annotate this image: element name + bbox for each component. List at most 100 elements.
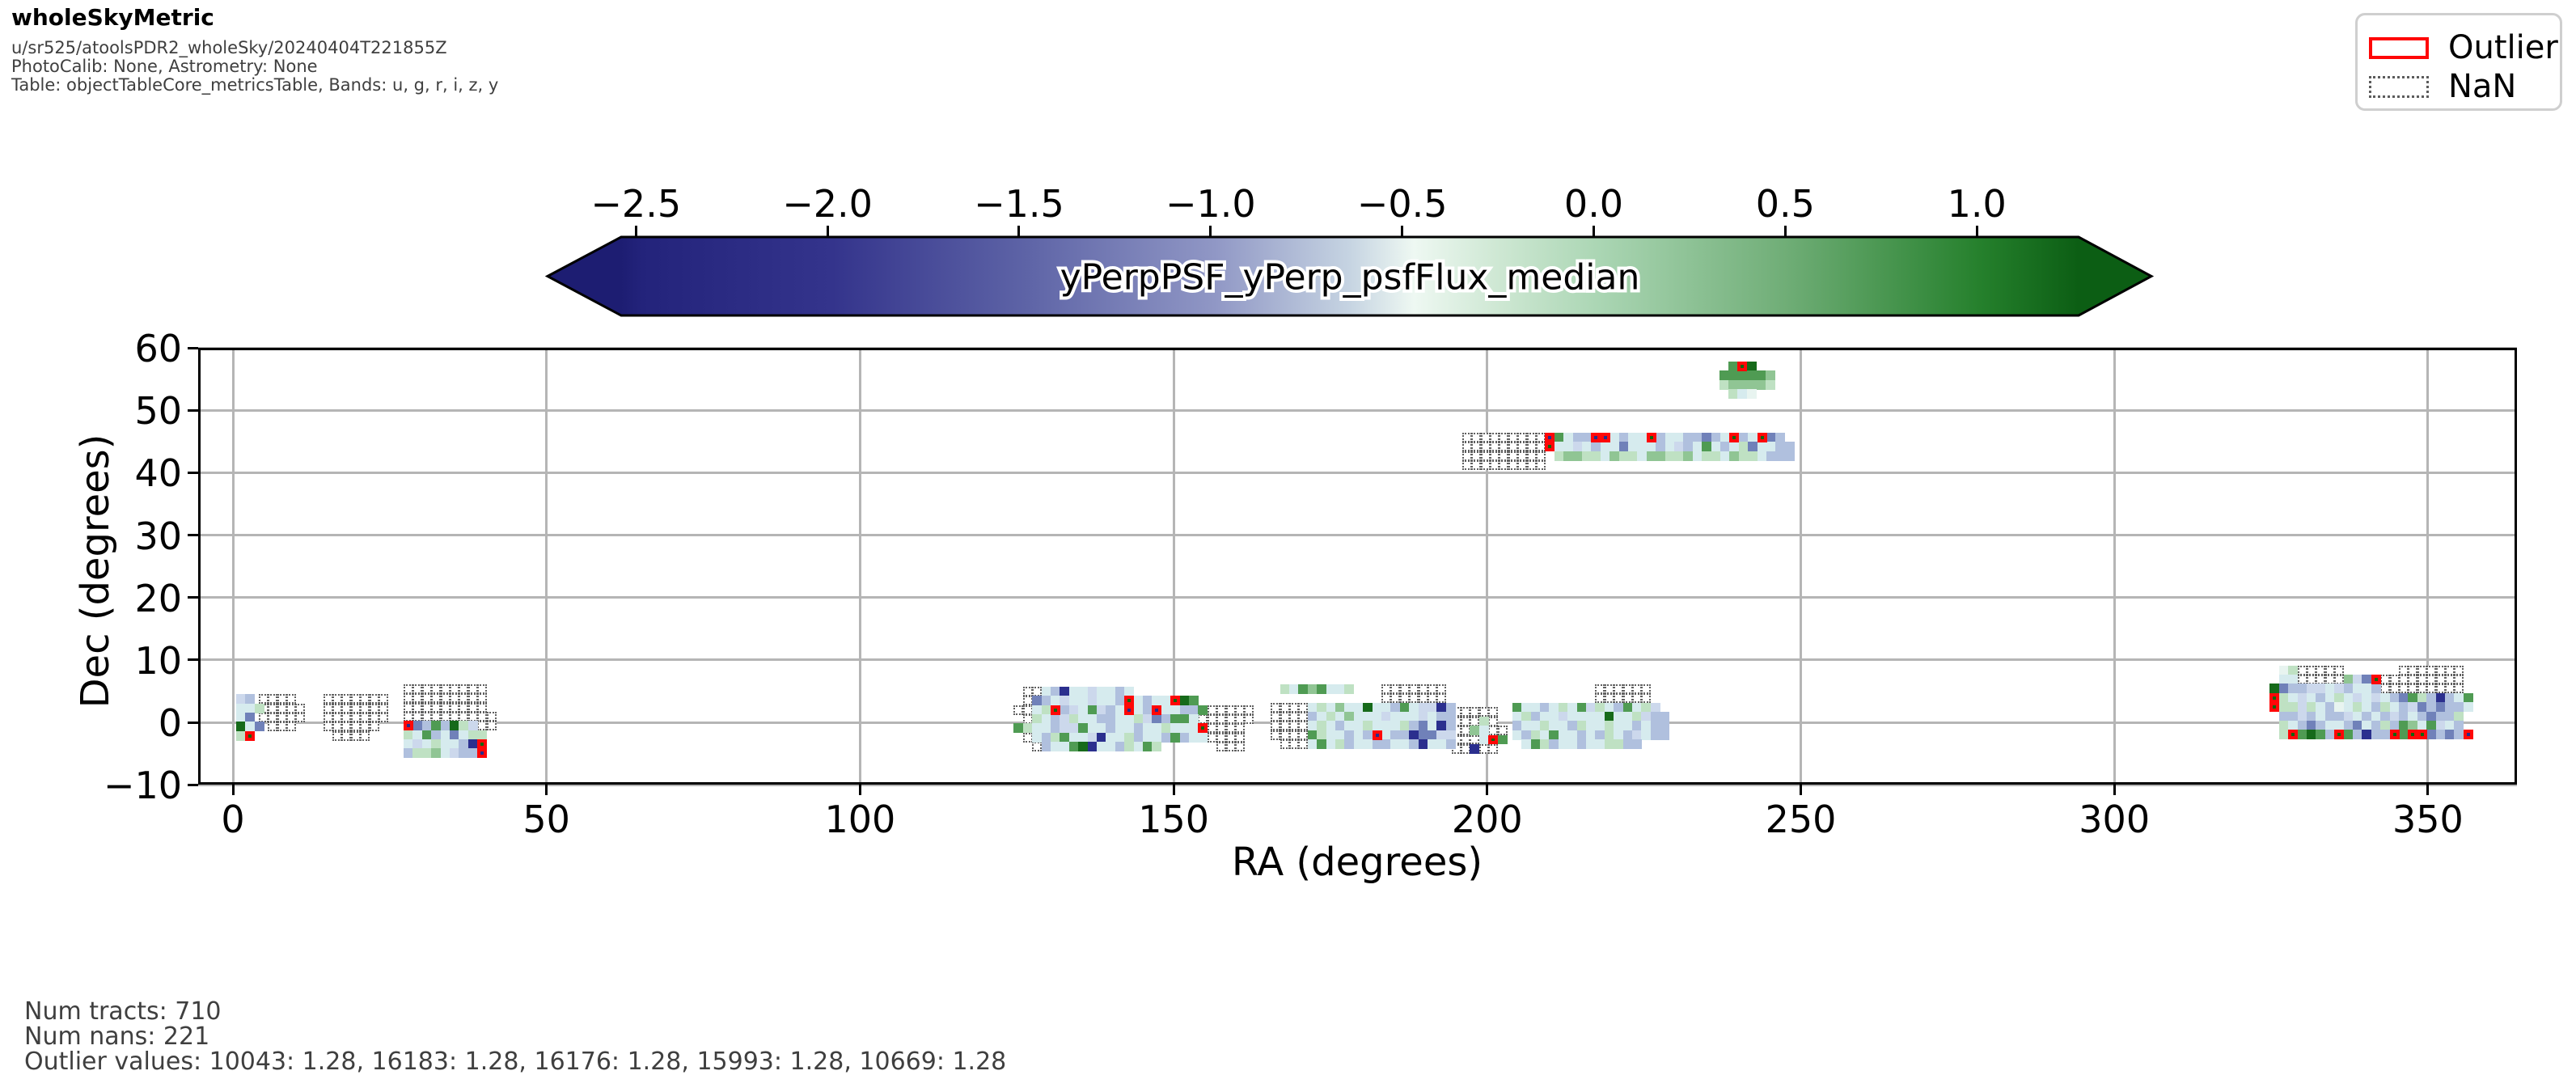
tract-cell bbox=[1399, 739, 1410, 749]
tract-cell bbox=[2343, 730, 2354, 740]
nan-tract-cell bbox=[1032, 742, 1043, 751]
tract-cell bbox=[2343, 675, 2354, 685]
x-tick-label: 300 bbox=[2079, 798, 2151, 841]
nan-tract-cell bbox=[1497, 726, 1508, 736]
nan-tract-cell bbox=[286, 703, 296, 713]
outlier-tract-cell bbox=[403, 721, 413, 731]
tract-cell bbox=[1637, 451, 1648, 461]
nan-tract-cell bbox=[1225, 714, 1236, 724]
nan-tract-cell bbox=[1471, 433, 1482, 442]
x-tick-mark bbox=[231, 785, 235, 795]
nan-tract-cell bbox=[449, 684, 459, 694]
tract-cell bbox=[1650, 711, 1660, 722]
x-tick-label: 100 bbox=[824, 798, 896, 841]
nan-tract-cell bbox=[332, 730, 343, 741]
tract-cell bbox=[1060, 705, 1070, 715]
nan-tract-cell bbox=[1234, 732, 1245, 743]
tract-cell bbox=[1106, 696, 1116, 706]
colorbar-tick-label: −2.0 bbox=[782, 182, 873, 226]
tract-cell bbox=[1530, 711, 1541, 722]
tract-cell bbox=[1445, 711, 1456, 722]
tract-cell bbox=[1344, 730, 1355, 740]
tract-cell bbox=[2435, 730, 2446, 740]
tract-cell bbox=[2445, 702, 2455, 713]
nan-tract-cell bbox=[1280, 721, 1290, 731]
tract-cell bbox=[2324, 702, 2335, 713]
nan-tract-cell bbox=[477, 711, 488, 722]
tract-cell bbox=[2278, 730, 2289, 740]
tract-cell bbox=[2288, 665, 2299, 675]
tract-cell bbox=[1641, 702, 1652, 713]
nan-tract-cell bbox=[360, 694, 370, 705]
tract-cell bbox=[2343, 684, 2354, 694]
nan-tract-cell bbox=[1488, 726, 1499, 736]
tract-cell bbox=[1632, 702, 1643, 713]
tract-cell bbox=[1436, 730, 1447, 740]
tract-cell bbox=[1766, 451, 1776, 461]
tract-cell bbox=[1307, 739, 1318, 749]
tract-cell bbox=[1540, 739, 1550, 749]
nan-tract-cell bbox=[1632, 684, 1643, 694]
num-nans-text: Num nans: 221 bbox=[24, 1022, 210, 1051]
tract-cell bbox=[1614, 730, 1624, 740]
tract-cell bbox=[467, 721, 478, 731]
tract-cell bbox=[1512, 702, 1522, 713]
tract-cell bbox=[2380, 711, 2391, 722]
tract-cell bbox=[1353, 711, 1364, 722]
y-tick-mark bbox=[188, 596, 198, 599]
nan-tract-cell bbox=[1488, 716, 1499, 726]
nan-tract-cell bbox=[1517, 460, 1528, 471]
nan-tract-cell bbox=[295, 712, 306, 722]
tract-cell bbox=[2324, 720, 2335, 730]
tract-cell bbox=[1540, 711, 1550, 722]
tract-cell bbox=[1142, 705, 1153, 715]
tract-cell bbox=[1161, 714, 1171, 724]
nan-tract-cell bbox=[2408, 684, 2418, 694]
tract-cell bbox=[1188, 696, 1199, 706]
tract-cell bbox=[1567, 702, 1578, 713]
gridline-horizontal bbox=[198, 534, 2517, 537]
tract-cell bbox=[1702, 433, 1712, 442]
nan-tract-cell bbox=[2445, 675, 2455, 685]
colorbar-tick-label: −1.0 bbox=[1165, 182, 1256, 226]
tract-cell bbox=[1124, 714, 1135, 724]
tract-cell bbox=[1179, 714, 1190, 724]
tract-cell bbox=[1390, 711, 1401, 722]
tract-cell bbox=[2408, 702, 2418, 713]
nan-tract-cell bbox=[2408, 665, 2418, 675]
colorbar-tick-label: −0.5 bbox=[1356, 182, 1448, 226]
tract-cell bbox=[412, 739, 423, 749]
tract-cell bbox=[1124, 742, 1135, 751]
tract-cell bbox=[1188, 714, 1199, 724]
tract-cell bbox=[2445, 692, 2455, 703]
nan-tract-cell bbox=[412, 693, 423, 704]
tract-cell bbox=[1530, 721, 1541, 731]
tract-cell bbox=[1096, 687, 1106, 696]
tract-cell bbox=[1115, 714, 1125, 724]
tract-cell bbox=[1622, 721, 1633, 731]
tract-cell bbox=[2454, 702, 2464, 713]
tract-cell bbox=[1737, 389, 1748, 400]
tract-cell bbox=[1344, 684, 1355, 694]
tract-cell bbox=[459, 721, 469, 731]
tract-cell bbox=[1326, 721, 1336, 731]
outlier-tract-cell bbox=[1729, 433, 1740, 442]
nan-tract-cell bbox=[350, 730, 361, 741]
tract-cell bbox=[1729, 442, 1740, 452]
nan-tract-cell bbox=[1289, 711, 1300, 722]
tract-cell bbox=[1335, 684, 1346, 694]
tract-cell bbox=[2389, 692, 2400, 703]
tract-cell bbox=[2417, 702, 2427, 713]
tract-cell bbox=[1738, 442, 1749, 452]
x-tick-label: 250 bbox=[1765, 798, 1837, 841]
tract-cell bbox=[2316, 692, 2326, 703]
outlier-tract-cell bbox=[1124, 696, 1135, 706]
tract-cell bbox=[1115, 687, 1125, 696]
nan-tract-cell bbox=[1461, 726, 1470, 736]
nan-tract-cell bbox=[477, 721, 488, 731]
tract-cell bbox=[2454, 711, 2464, 722]
nan-tract-cell bbox=[1471, 442, 1482, 452]
nan-tract-cell bbox=[421, 684, 432, 694]
y-tick-mark bbox=[188, 534, 198, 537]
nan-tract-cell bbox=[2454, 684, 2464, 694]
